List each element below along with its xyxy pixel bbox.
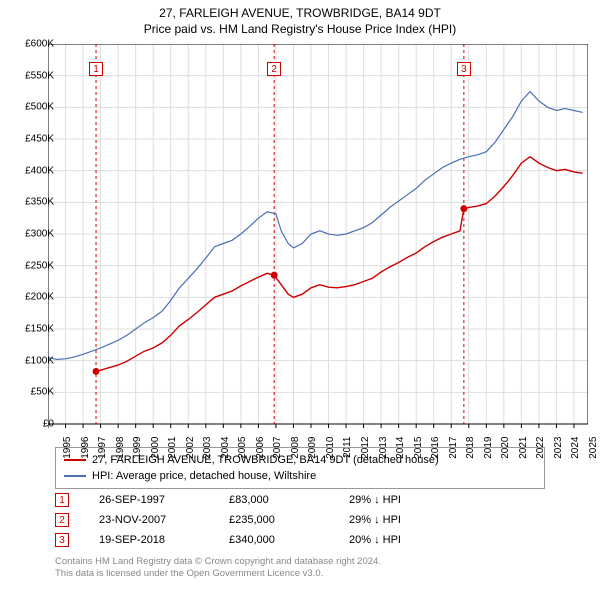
sale-delta-3: 20% ↓ HPI [349,534,469,546]
legend-item-property: 27, FARLEIGH AVENUE, TROWBRIDGE, BA14 9D… [64,452,536,468]
y-tick-label: £450K [25,134,54,145]
y-tick-label: £400K [25,165,54,176]
y-tick-label: £250K [25,260,54,271]
sale-row-2: 2 23-NOV-2007 £235,000 29% ↓ HPI [55,510,469,530]
sale-price-3: £340,000 [229,534,349,546]
y-tick-label: £550K [25,70,54,81]
chart-sale-marker: 3 [457,62,471,76]
footer-line1: Contains HM Land Registry data © Crown c… [55,556,381,568]
x-tick-label: 2025 [588,437,599,459]
chart-svg [48,44,588,464]
chart-sale-marker: 1 [89,62,103,76]
y-tick-label: £350K [25,197,54,208]
legend-label-hpi: HPI: Average price, detached house, Wilt… [92,470,316,482]
y-tick-label: £150K [25,324,54,335]
legend-swatch-hpi [64,475,86,477]
legend-label-property: 27, FARLEIGH AVENUE, TROWBRIDGE, BA14 9D… [92,454,439,466]
sale-date-3: 19-SEP-2018 [99,534,229,546]
footer: Contains HM Land Registry data © Crown c… [55,556,381,581]
y-tick-label: £300K [25,229,54,240]
sales-table: 1 26-SEP-1997 £83,000 29% ↓ HPI 2 23-NOV… [55,490,469,550]
x-tick-label: 2023 [553,437,564,459]
sale-marker-1: 1 [55,493,69,507]
sale-delta-1: 29% ↓ HPI [349,494,469,506]
sale-date-2: 23-NOV-2007 [99,514,229,526]
chart-area [48,44,588,424]
sale-price-1: £83,000 [229,494,349,506]
sale-marker-3: 3 [55,533,69,547]
title-area: 27, FARLEIGH AVENUE, TROWBRIDGE, BA14 9D… [0,0,600,38]
title-address: 27, FARLEIGH AVENUE, TROWBRIDGE, BA14 9D… [0,6,600,20]
legend-item-hpi: HPI: Average price, detached house, Wilt… [64,468,536,484]
legend-swatch-property [64,459,86,461]
sale-marker-2: 2 [55,513,69,527]
x-tick-label: 2024 [570,437,581,459]
sale-price-2: £235,000 [229,514,349,526]
footer-line2: This data is licensed under the Open Gov… [55,568,381,580]
chart-container: 27, FARLEIGH AVENUE, TROWBRIDGE, BA14 9D… [0,0,600,590]
y-tick-label: £500K [25,102,54,113]
legend: 27, FARLEIGH AVENUE, TROWBRIDGE, BA14 9D… [55,447,545,489]
sale-row-1: 1 26-SEP-1997 £83,000 29% ↓ HPI [55,490,469,510]
sale-delta-2: 29% ↓ HPI [349,514,469,526]
y-tick-label: £0 [43,419,54,430]
y-tick-label: £50K [31,387,54,398]
sale-row-3: 3 19-SEP-2018 £340,000 20% ↓ HPI [55,530,469,550]
sale-date-1: 26-SEP-1997 [99,494,229,506]
y-tick-label: £100K [25,355,54,366]
y-tick-label: £600K [25,39,54,50]
y-tick-label: £200K [25,292,54,303]
chart-sale-marker: 2 [267,62,281,76]
title-subtitle: Price paid vs. HM Land Registry's House … [0,22,600,36]
